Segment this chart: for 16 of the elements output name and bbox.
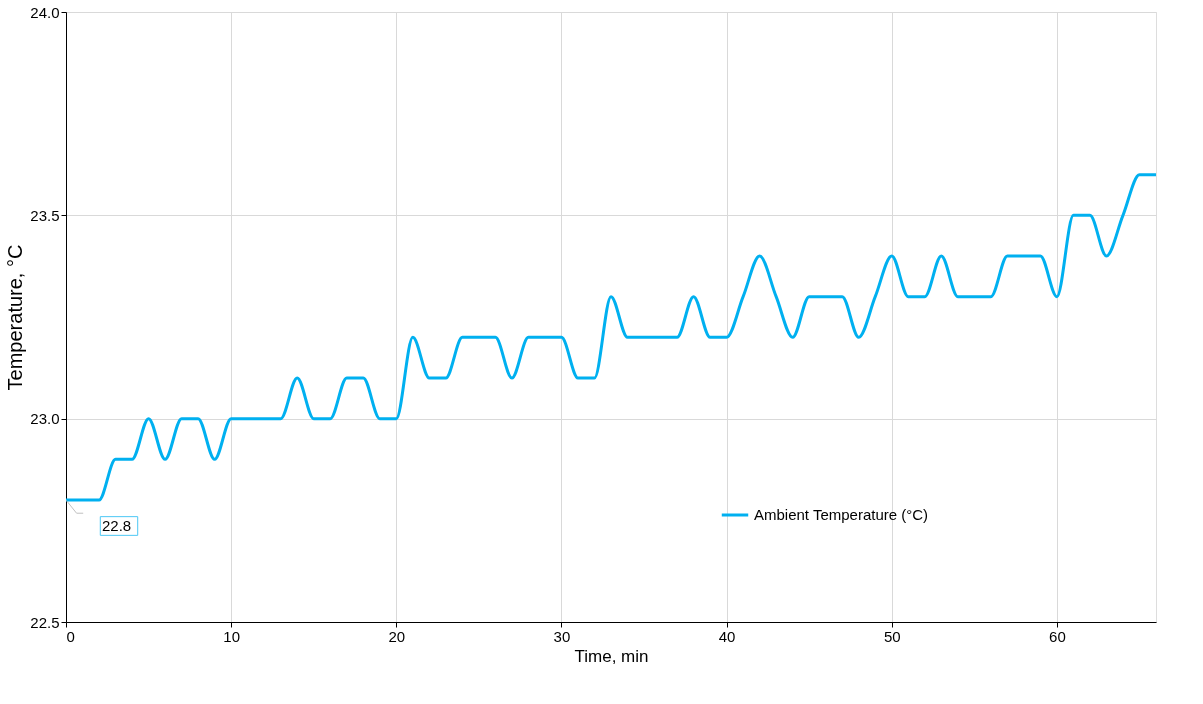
y-axis-title: Temperature, °C xyxy=(4,244,27,391)
y-tick-label: 23.0 xyxy=(30,410,60,428)
x-tick-label: 30 xyxy=(553,627,571,645)
annotation: 22.8 xyxy=(102,517,132,534)
x-tick-label: 20 xyxy=(388,627,406,645)
x-tick-label: 0 xyxy=(66,627,75,645)
legend-label: Ambient Temperature (°C) xyxy=(754,506,929,523)
x-tick-label: 60 xyxy=(1049,627,1066,645)
y-tick-label: 23.5 xyxy=(30,206,60,224)
x-tick-label: 10 xyxy=(223,627,240,645)
line-series xyxy=(64,173,1158,502)
x-axis-title: Time, min xyxy=(574,646,649,666)
y-tick-label: 22.5 xyxy=(30,613,60,631)
x-tick-label: 50 xyxy=(883,627,901,645)
x-tick-label: 40 xyxy=(718,627,736,645)
y-tick-label: 24.0 xyxy=(30,3,60,21)
